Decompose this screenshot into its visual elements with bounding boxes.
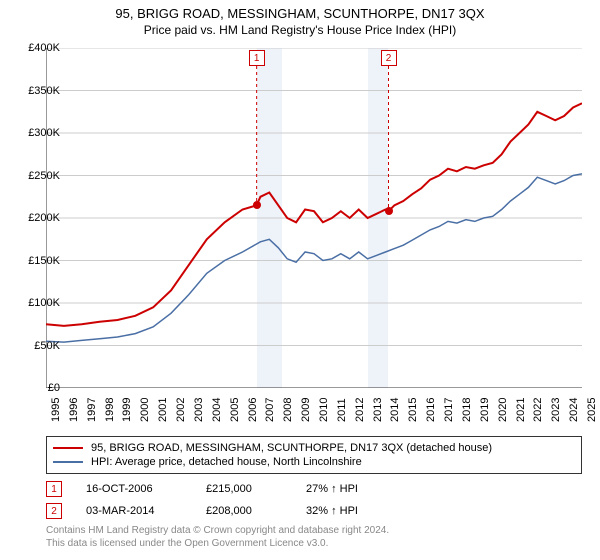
x-tick-label: 2010 <box>318 398 330 422</box>
y-tick-label: £400K <box>10 42 60 54</box>
chart-title: 95, BRIGG ROAD, MESSINGHAM, SCUNTHORPE, … <box>0 0 600 21</box>
x-tick-label: 2000 <box>139 398 151 422</box>
legend-swatch-hpi <box>53 461 83 463</box>
sale-marker-1: 1 <box>46 481 62 497</box>
x-tick-label: 2006 <box>247 398 259 422</box>
x-tick-label: 2016 <box>425 398 437 422</box>
x-tick-label: 1996 <box>68 398 80 422</box>
x-tick-label: 2020 <box>497 398 509 422</box>
x-tick-label: 2023 <box>550 398 562 422</box>
footer-line1: Contains HM Land Registry data © Crown c… <box>46 524 389 537</box>
y-tick-label: £100K <box>10 297 60 309</box>
x-tick-label: 2007 <box>264 398 276 422</box>
x-tick-label: 1998 <box>104 398 116 422</box>
sales-row: 1 16-OCT-2006 £215,000 27% ↑ HPI <box>46 478 406 500</box>
x-tick-label: 2013 <box>372 398 384 422</box>
sale-date: 03-MAR-2014 <box>86 505 206 517</box>
sale-marker-2: 2 <box>46 503 62 519</box>
chart-svg <box>46 48 582 388</box>
sale-price: £215,000 <box>206 483 306 495</box>
x-tick-label: 2002 <box>175 398 187 422</box>
x-tick-label: 2005 <box>229 398 241 422</box>
y-tick-label: £0 <box>10 382 60 394</box>
sales-table: 1 16-OCT-2006 £215,000 27% ↑ HPI 2 03-MA… <box>46 478 406 522</box>
legend-swatch-property <box>53 447 83 449</box>
x-tick-label: 2017 <box>443 398 455 422</box>
x-tick-label: 2022 <box>532 398 544 422</box>
y-tick-label: £250K <box>10 170 60 182</box>
x-tick-label: 1999 <box>121 398 133 422</box>
x-tick-label: 2015 <box>407 398 419 422</box>
x-tick-label: 1997 <box>86 398 98 422</box>
x-tick-label: 2003 <box>193 398 205 422</box>
sale-hpi: 27% ↑ HPI <box>306 483 406 495</box>
x-tick-label: 2009 <box>300 398 312 422</box>
x-tick-label: 2011 <box>336 398 348 422</box>
y-tick-label: £200K <box>10 212 60 224</box>
x-tick-label: 2024 <box>568 398 580 422</box>
chart-sale-marker: 2 <box>381 50 397 66</box>
x-tick-label: 2008 <box>282 398 294 422</box>
x-tick-label: 2019 <box>479 398 491 422</box>
x-tick-label: 2014 <box>389 398 401 422</box>
legend: 95, BRIGG ROAD, MESSINGHAM, SCUNTHORPE, … <box>46 436 582 474</box>
footer-text: Contains HM Land Registry data © Crown c… <box>46 524 389 550</box>
y-tick-label: £300K <box>10 127 60 139</box>
y-tick-label: £350K <box>10 85 60 97</box>
x-tick-label: 2025 <box>586 398 598 422</box>
chart-sale-marker: 1 <box>249 50 265 66</box>
footer-line2: This data is licensed under the Open Gov… <box>46 537 389 550</box>
legend-item-hpi: HPI: Average price, detached house, Nort… <box>53 455 575 469</box>
legend-label-hpi: HPI: Average price, detached house, Nort… <box>91 456 362 468</box>
sale-dot <box>385 207 393 215</box>
legend-item-property: 95, BRIGG ROAD, MESSINGHAM, SCUNTHORPE, … <box>53 441 575 455</box>
sale-dot <box>253 201 261 209</box>
chart-area: 12 <box>46 48 582 388</box>
sales-row: 2 03-MAR-2014 £208,000 32% ↑ HPI <box>46 500 406 522</box>
x-tick-label: 2001 <box>157 398 169 422</box>
series-hpi <box>46 174 582 342</box>
sale-hpi: 32% ↑ HPI <box>306 505 406 517</box>
y-tick-label: £50K <box>10 340 60 352</box>
x-tick-label: 1995 <box>50 398 62 422</box>
x-tick-label: 2012 <box>354 398 366 422</box>
series-property <box>46 103 582 326</box>
legend-label-property: 95, BRIGG ROAD, MESSINGHAM, SCUNTHORPE, … <box>91 442 492 454</box>
chart-container: 95, BRIGG ROAD, MESSINGHAM, SCUNTHORPE, … <box>0 0 600 560</box>
sale-price: £208,000 <box>206 505 306 517</box>
chart-subtitle: Price paid vs. HM Land Registry's House … <box>0 21 600 41</box>
sale-date: 16-OCT-2006 <box>86 483 206 495</box>
x-tick-label: 2004 <box>211 398 223 422</box>
x-tick-label: 2021 <box>515 398 527 422</box>
y-tick-label: £150K <box>10 255 60 267</box>
x-tick-label: 2018 <box>461 398 473 422</box>
